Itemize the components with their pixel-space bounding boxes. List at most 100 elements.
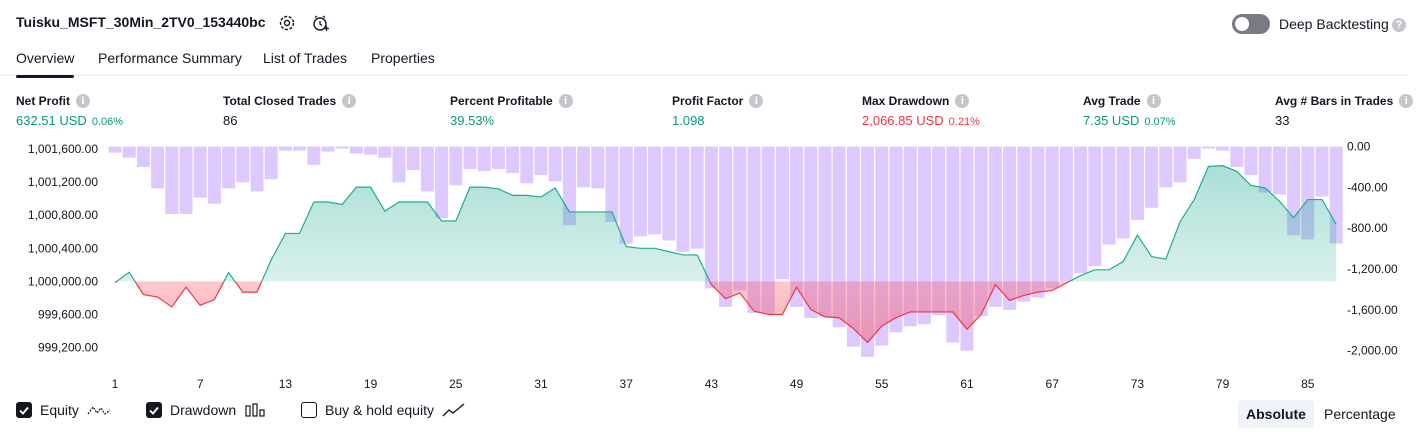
metric-label-text: Net Profit [16, 94, 70, 108]
drawdown-bar [477, 146, 491, 172]
metric-percent: 0.21% [948, 116, 980, 128]
drawdown-bar [1102, 146, 1116, 245]
drawdown-bar [1230, 146, 1244, 167]
legend-drawdown[interactable]: Drawdown [146, 402, 266, 418]
metric-percent: 0.06% [91, 116, 124, 128]
metric-value: 39.53% [450, 113, 494, 128]
drawdown-bar [648, 146, 662, 235]
drawdown-bar [222, 146, 236, 189]
drawdown-bar [207, 146, 221, 204]
metric-label-text: Percent Profitable [450, 94, 553, 108]
percentage-button[interactable]: Percentage [1324, 406, 1396, 422]
metric-label: Profit Factor i [672, 94, 764, 108]
drawdown-checkbox[interactable] [146, 402, 162, 418]
drawdown-bar [136, 146, 150, 167]
metric-value-text: 33 [1275, 113, 1290, 128]
metric-info-icon[interactable]: i [749, 94, 764, 108]
buy-hold-line-icon [442, 403, 465, 417]
equity-line-icon [87, 405, 111, 415]
x-axis-tick-label: 13 [279, 377, 293, 391]
drawdown-legend-label: Drawdown [170, 402, 237, 418]
left-axis-tick-label: 1,000,800.00 [28, 208, 98, 222]
drawdown-bar [988, 146, 1002, 307]
drawdown-bar [676, 146, 690, 252]
metric-info-icon[interactable]: i [342, 94, 357, 108]
drawdown-bar [1130, 146, 1144, 221]
drawdown-bar [1074, 146, 1088, 274]
x-axis-tick-label: 49 [790, 377, 804, 391]
metric-value: 2,066.85 USD 0.21% [862, 113, 980, 128]
drawdown-bar [435, 146, 449, 218]
x-axis-tick-label: 85 [1301, 377, 1315, 391]
deep-backtesting-help-icon[interactable]: ? [1392, 18, 1406, 32]
drawdown-bar [108, 146, 122, 153]
drawdown-bar [463, 146, 477, 169]
metric-info-icon[interactable]: i [558, 94, 573, 108]
left-axis-tick-label: 1,001,200.00 [28, 175, 98, 189]
equity-area-positive [115, 165, 1337, 282]
buy-hold-checkbox[interactable] [301, 402, 317, 418]
metric-info-icon[interactable]: i [76, 94, 90, 108]
left-axis-tick-label: 999,600.00 [38, 307, 98, 321]
drawdown-bar [364, 146, 378, 155]
x-axis-tick-label: 61 [960, 377, 974, 391]
add-alert-clock-icon[interactable] [311, 13, 331, 33]
equity-drawdown-chart[interactable]: 1,001,600.00 1,001,200.00 1,000,800.00 1,00… [0, 138, 1424, 398]
settings-gear-icon[interactable] [277, 13, 297, 33]
tab-list-of-trades[interactable]: List of Trades [263, 50, 348, 66]
drawdown-bar [335, 146, 349, 149]
metric-info-icon[interactable]: i [955, 94, 970, 108]
drawdown-bar [420, 146, 434, 192]
metric-value-text: 7.35 USD [1083, 113, 1140, 128]
x-axis-tick-label: 25 [449, 377, 463, 391]
left-axis-tick-label: 1,000,000.00 [28, 274, 98, 288]
metric-info-icon[interactable]: i [1146, 94, 1161, 108]
drawdown-bar [761, 146, 775, 314]
deep-backtesting-toggle[interactable] [1232, 14, 1270, 34]
drawdown-bar [1088, 146, 1102, 266]
toggle-knob [1235, 17, 1249, 31]
metric-info-icon[interactable]: i [1399, 94, 1414, 108]
drawdown-bar [1272, 146, 1286, 195]
drawdown-bar [690, 146, 704, 249]
x-axis-tick-label: 7 [197, 377, 204, 391]
deep-backtesting-label: Deep Backtesting [1279, 16, 1389, 32]
drawdown-bar [818, 146, 832, 318]
x-axis-tick-label: 19 [364, 377, 378, 391]
drawdown-bar [662, 146, 676, 241]
drawdown-bar [605, 146, 619, 223]
tab-overview[interactable]: Overview [16, 50, 75, 78]
drawdown-bar [151, 146, 165, 189]
drawdown-bar [790, 146, 804, 307]
metric-value: 7.35 USD 0.07% [1083, 113, 1176, 128]
metric-value-text: 86 [223, 113, 238, 128]
tab-properties[interactable]: Properties [371, 50, 435, 66]
drawdown-bar [1031, 146, 1045, 298]
legend-buy-hold[interactable]: Buy & hold equity [301, 402, 466, 418]
metric-label-text: Total Closed Trades [223, 94, 337, 108]
drawdown-bar [804, 146, 818, 319]
x-axis-tick-label: 1 [112, 377, 119, 391]
drawdown-bar [1059, 146, 1073, 282]
tab-performance-summary[interactable]: Performance Summary [98, 50, 242, 66]
drawdown-bar [406, 146, 420, 171]
right-axis-tick-label: -400.00 [1347, 180, 1388, 194]
drawdown-bar [1244, 146, 1258, 176]
equity-checkbox[interactable] [16, 402, 32, 418]
drawdown-bar [932, 146, 946, 315]
legend-equity[interactable]: Equity [16, 402, 111, 418]
drawdown-bar [264, 146, 278, 180]
metric-value-text: 39.53% [450, 113, 495, 128]
absolute-button[interactable]: Absolute [1238, 400, 1314, 428]
drawdown-bar [733, 146, 747, 291]
drawdown-bar [122, 146, 136, 158]
x-axis-tick-label: 31 [534, 377, 548, 391]
metric-label-text: Avg # Bars in Trades [1275, 94, 1394, 108]
metric-value: 1.098 [672, 113, 705, 128]
drawdown-bar [619, 146, 633, 244]
drawdown-bar [534, 146, 548, 176]
metric-value: 33 [1275, 113, 1289, 128]
drawdown-bar [349, 146, 363, 154]
drawdown-bar [1315, 146, 1329, 197]
drawdown-bar [307, 146, 321, 165]
